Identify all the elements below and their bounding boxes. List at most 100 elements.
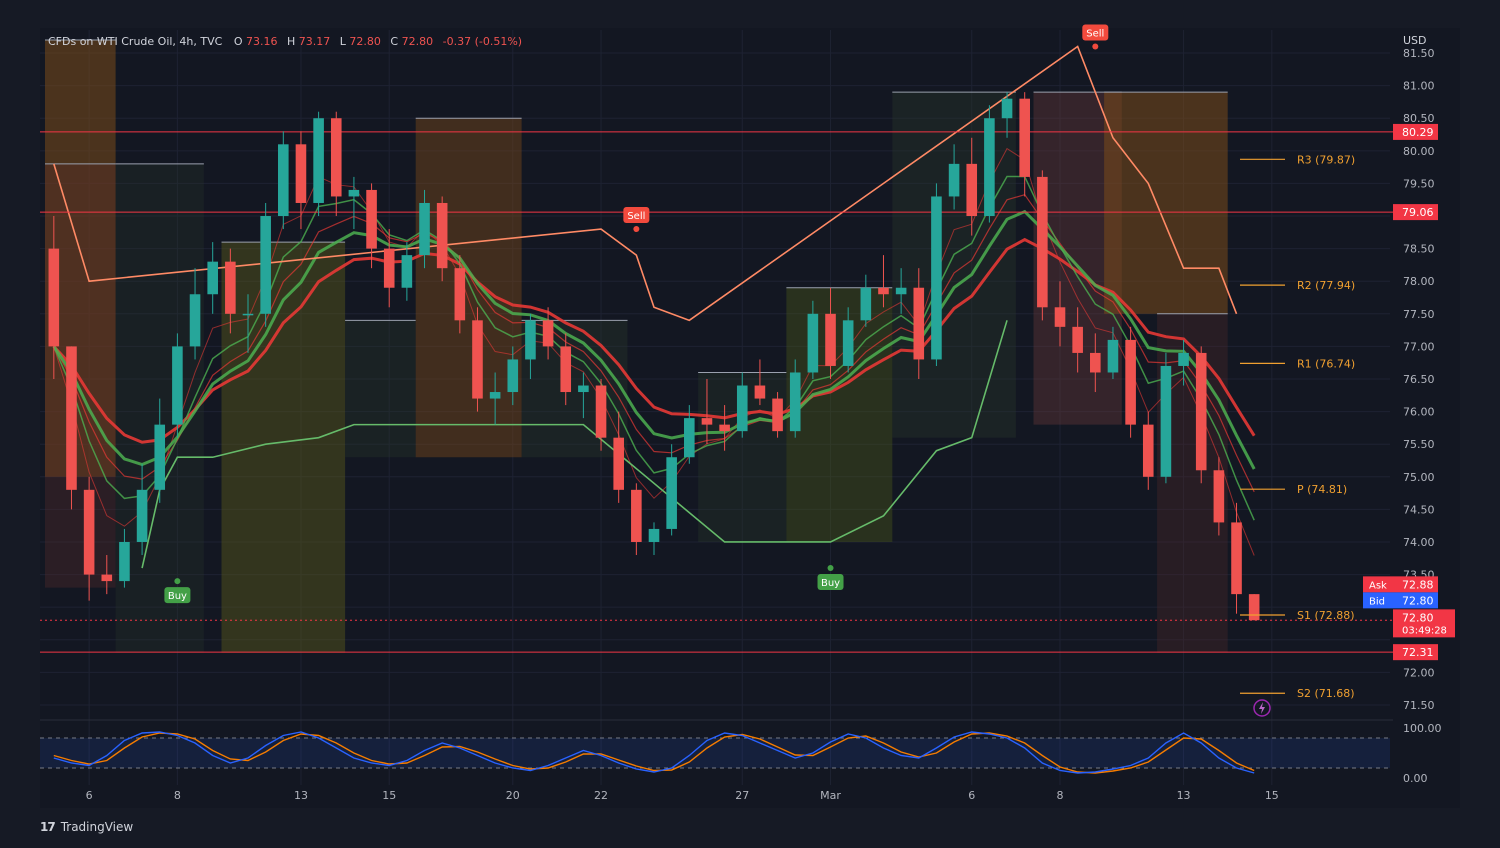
candle-body[interactable] <box>207 261 218 295</box>
candle-body[interactable] <box>648 528 660 542</box>
candle-body[interactable] <box>454 268 466 321</box>
candle-body[interactable] <box>1107 339 1119 373</box>
range-box <box>892 92 1016 438</box>
level-3-value: 72.31 <box>1402 646 1434 659</box>
candle-body[interactable] <box>842 320 854 366</box>
range-box <box>415 118 522 458</box>
candle-body[interactable] <box>1160 365 1172 477</box>
candle-body[interactable] <box>1090 352 1101 373</box>
candle-body[interactable] <box>1037 176 1048 308</box>
candle-body[interactable] <box>260 216 271 314</box>
candle-body[interactable] <box>1231 522 1242 595</box>
candle-body[interactable] <box>489 392 501 399</box>
candle-body[interactable] <box>860 287 872 321</box>
candle-body[interactable] <box>772 398 783 432</box>
candle-body[interactable] <box>913 287 925 360</box>
signal-badge <box>623 207 650 224</box>
candle-body[interactable] <box>1001 98 1013 119</box>
candle-body[interactable] <box>330 118 342 197</box>
candle-body[interactable] <box>83 489 95 575</box>
candle-body[interactable] <box>1125 339 1136 425</box>
candle-body[interactable] <box>1178 352 1189 366</box>
trailing-stop-lines <box>53 45 1238 569</box>
candle-body[interactable] <box>1213 470 1225 523</box>
trailing-stop-down <box>53 45 1238 322</box>
candle-body[interactable] <box>119 541 130 582</box>
moving-average-line <box>52 237 1256 444</box>
candle-body[interactable] <box>701 418 713 425</box>
candle-body[interactable] <box>1142 424 1154 477</box>
level-1-value: 80.29 <box>1402 126 1434 139</box>
moving-averages <box>52 147 1256 556</box>
range-box <box>45 163 116 588</box>
candle-body[interactable] <box>472 320 483 399</box>
lightning-icon[interactable] <box>1253 699 1271 717</box>
candle-body[interactable] <box>878 287 889 295</box>
candle-body[interactable] <box>613 437 624 490</box>
candle-body[interactable] <box>313 118 324 203</box>
level-2-tag <box>1393 204 1438 221</box>
candle-body[interactable] <box>966 163 978 217</box>
candle-body[interactable] <box>825 313 836 366</box>
candle-body[interactable] <box>154 424 166 490</box>
change-value: -0.37 (-0.51%) <box>443 35 522 48</box>
candle-body[interactable] <box>366 189 377 249</box>
candle-body[interactable] <box>189 294 201 347</box>
candle-body[interactable] <box>719 424 730 432</box>
candle-body[interactable] <box>525 320 536 360</box>
candle-body[interactable] <box>542 320 554 347</box>
candle-body[interactable] <box>984 118 995 217</box>
candle-body[interactable] <box>66 346 77 490</box>
candle-body[interactable] <box>401 255 413 288</box>
price-tick: 80.50 <box>1403 112 1435 125</box>
candle-body[interactable] <box>1054 307 1066 327</box>
tradingview-logo-icon: 17 <box>40 820 56 834</box>
currency-label: USD <box>1403 34 1427 47</box>
brand-footer[interactable]: 17 TradingView <box>40 818 133 836</box>
candle-body[interactable] <box>507 359 519 393</box>
candle-body[interactable] <box>436 202 448 269</box>
candle-body[interactable] <box>666 457 677 529</box>
candle-body[interactable] <box>595 385 607 438</box>
pivot-label: R1 (76.74) <box>1297 357 1355 370</box>
candle-body[interactable] <box>101 574 113 582</box>
low-value: 72.80 <box>349 35 381 48</box>
time-tick: 13 <box>294 789 308 802</box>
candle-body[interactable] <box>684 418 695 458</box>
candle-body[interactable] <box>48 248 60 347</box>
candle-body[interactable] <box>383 248 395 288</box>
oscillator-pane[interactable]: 100.00 0.00 <box>40 719 1442 785</box>
candle-body[interactable] <box>807 313 819 373</box>
candle-body[interactable] <box>225 261 236 314</box>
ask-value: 72.88 <box>1402 578 1434 591</box>
time-tick: 13 <box>1177 789 1191 802</box>
time-axis[interactable]: 6 8 13 15 20 22 27 Mar 6 8 13 15 <box>86 789 1279 802</box>
candle-body[interactable] <box>172 346 183 425</box>
candle-body[interactable] <box>242 313 254 316</box>
candle-body[interactable] <box>931 196 942 360</box>
range-box <box>1104 92 1228 314</box>
candle-body[interactable] <box>948 163 960 197</box>
candle-body[interactable] <box>560 346 572 393</box>
price-tick: 76.50 <box>1403 373 1435 386</box>
candle-body[interactable] <box>578 385 589 393</box>
candle-body[interactable] <box>278 144 289 217</box>
alert-button[interactable] <box>1253 699 1271 717</box>
candle-body[interactable] <box>754 385 766 399</box>
candle-body[interactable] <box>895 287 907 295</box>
signal-badge <box>817 574 844 591</box>
candle-body[interactable] <box>348 189 360 197</box>
candle-body[interactable] <box>789 372 801 432</box>
candles[interactable] <box>48 92 1260 621</box>
candle-body[interactable] <box>295 144 307 203</box>
candle-body[interactable] <box>136 489 148 542</box>
candle-body[interactable] <box>1019 98 1030 177</box>
candle-body[interactable] <box>1072 326 1083 353</box>
candle-body[interactable] <box>1248 594 1260 621</box>
candle-body[interactable] <box>631 489 642 542</box>
candle-body[interactable] <box>736 385 748 432</box>
candle-body[interactable] <box>419 202 430 256</box>
candle-body[interactable] <box>1195 352 1207 471</box>
